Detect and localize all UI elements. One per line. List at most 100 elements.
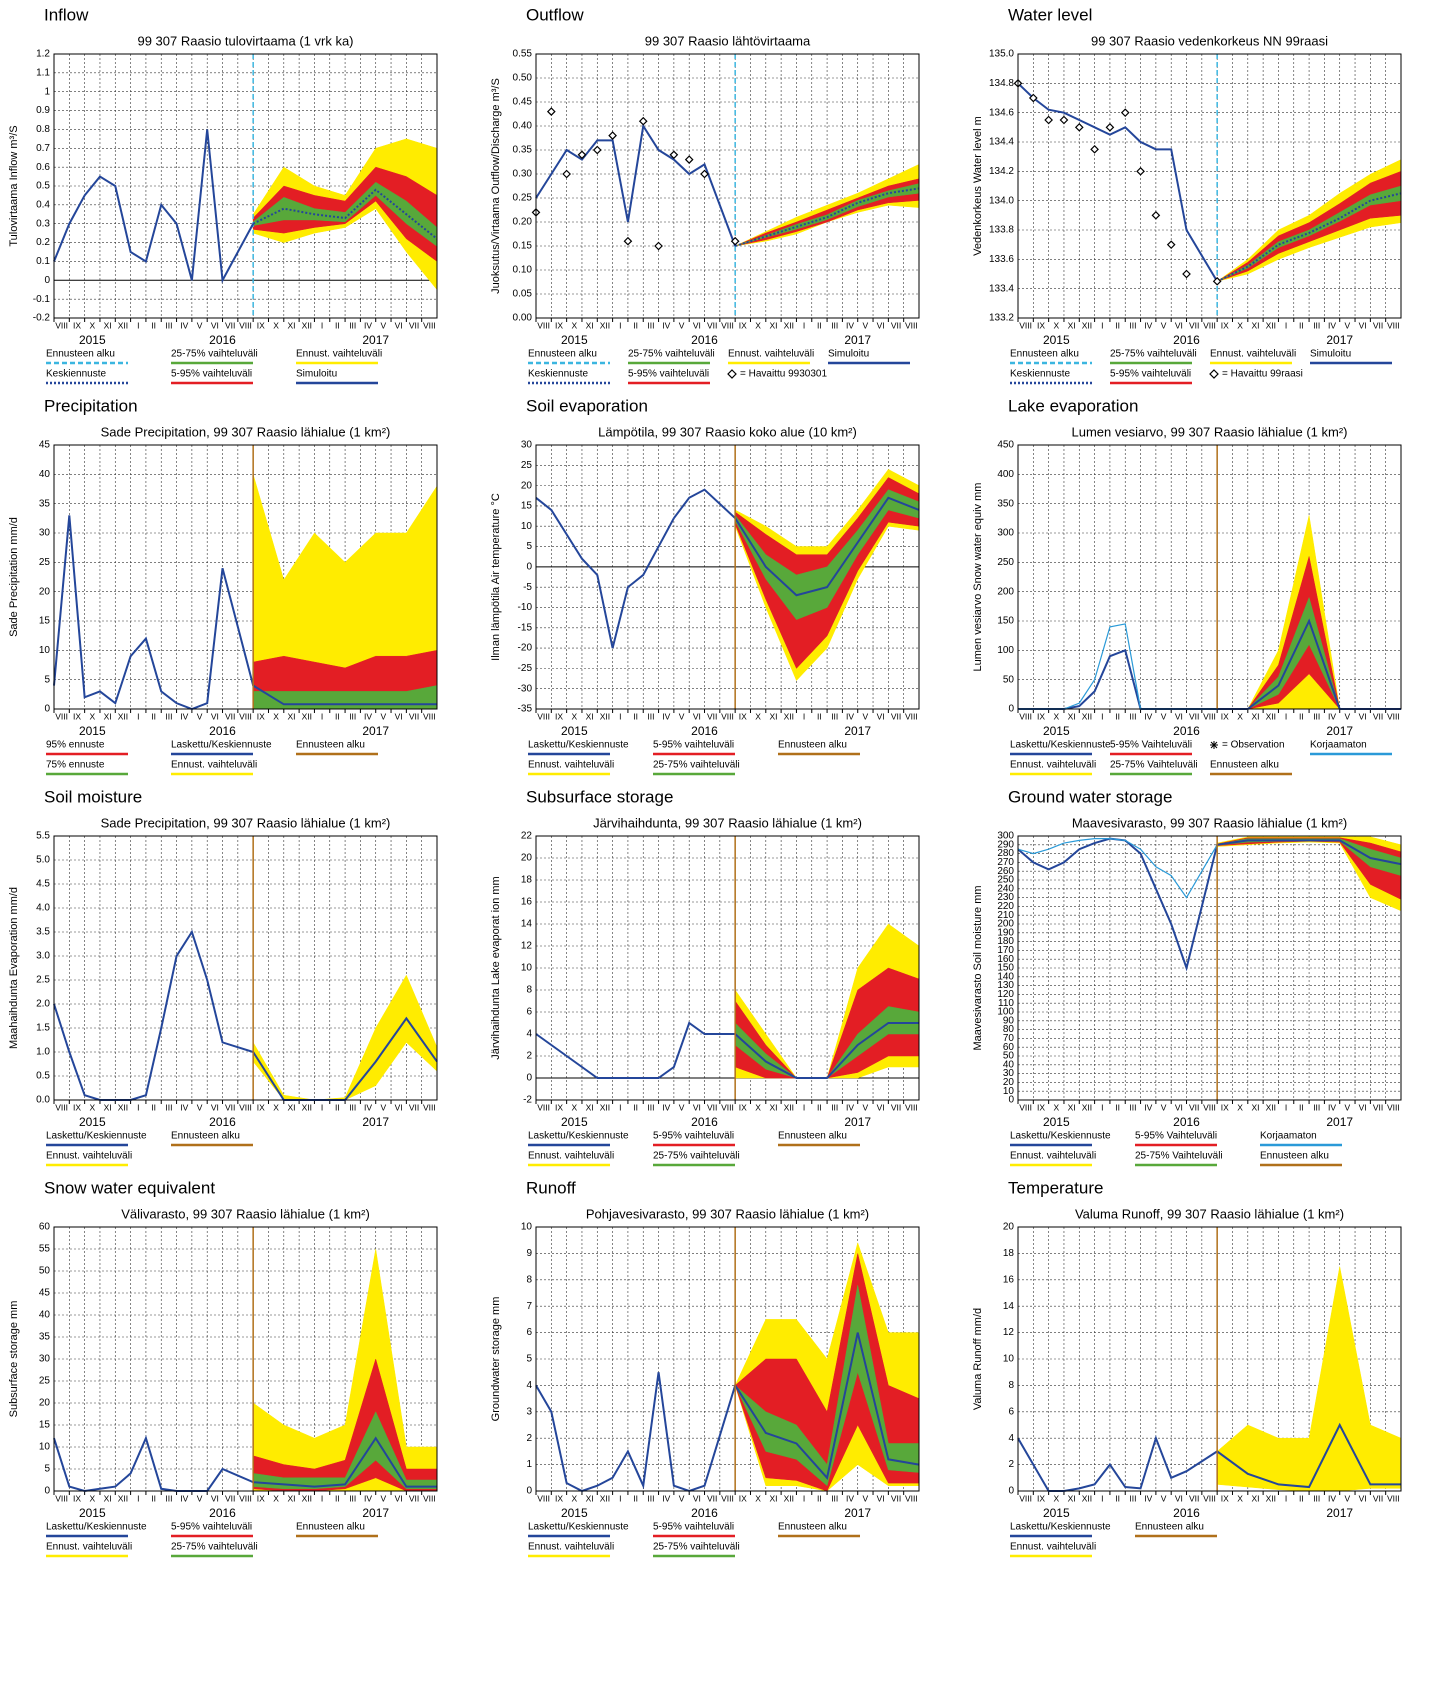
y-tick-label: 170 (997, 945, 1014, 956)
legend-label: Laskettu/Keskiennuste (46, 1131, 147, 1142)
x-tick-label: V (679, 711, 685, 721)
y-tick-label: 0.2 (36, 237, 50, 248)
legend-label: Korjaamaton (1310, 740, 1367, 751)
x-tick-label: XII (118, 320, 128, 330)
y-tick-label: -35 (518, 704, 533, 715)
year-label: 2016 (1173, 724, 1200, 738)
panel-heading: Soil evaporation (526, 396, 648, 415)
x-tick-label: VIII (423, 1493, 436, 1503)
x-tick-label: VIII (721, 1102, 734, 1112)
x-tick-label: I (137, 320, 139, 330)
legend-label: Ennusteen alku (171, 1131, 240, 1142)
year-label: 2017 (362, 333, 389, 347)
x-tick-label: VII (891, 711, 901, 721)
x-tick-label: IV (1328, 320, 1336, 330)
x-tick-label: VII (707, 711, 717, 721)
chart-title: Valuma Runoff, 99 307 Raasio lähialue (1… (1075, 1206, 1344, 1221)
legend-label: Ennusteen alku (46, 349, 115, 360)
x-tick-label: VIII (1387, 320, 1400, 330)
y-tick-label: 134.4 (989, 137, 1014, 148)
x-tick-label: VIII (1019, 320, 1032, 330)
y-tick-label: 40 (39, 469, 51, 480)
x-tick-label: IX (73, 1493, 81, 1503)
x-tick-label: X (1237, 711, 1243, 721)
x-tick-label: VI (1359, 320, 1367, 330)
legend-label: Simuloitu (828, 349, 869, 360)
y-tick-label: 80 (1003, 1024, 1015, 1035)
legend-label: Ennusteen alku (1210, 760, 1279, 771)
x-tick-label: XII (1082, 711, 1092, 721)
x-tick-label: III (349, 320, 356, 330)
legend-label: 5-95% vaihteluväli (1110, 369, 1191, 380)
x-tick-label: XI (1251, 1493, 1259, 1503)
x-tick-label: III (1313, 320, 1320, 330)
chart-title: Pohjavesivarasto, 99 307 Raasio lähialue… (586, 1206, 869, 1221)
x-tick-label: X (571, 1493, 577, 1503)
x-tick-label: XII (784, 1102, 794, 1112)
x-tick-label: IX (1221, 711, 1229, 721)
y-tick-label: 0 (44, 1486, 50, 1497)
x-tick-label: XI (104, 320, 112, 330)
y-tick-label: 15 (39, 1420, 51, 1431)
x-tick-label: VIII (55, 1102, 68, 1112)
y-tick-label: 6 (526, 1007, 532, 1018)
x-tick-label: XI (769, 1102, 777, 1112)
plot-frame (535, 1226, 920, 1492)
plot-frame (535, 53, 920, 319)
x-tick-label: XI (1068, 1493, 1076, 1503)
year-label: 2015 (561, 724, 588, 738)
y-tick-label: 0.6 (36, 162, 50, 173)
x-tick-label: V (863, 1493, 869, 1503)
y-tick-label: 110 (998, 998, 1014, 1009)
y-tick-label: 4 (526, 1029, 532, 1040)
x-tick-label: VII (1189, 1102, 1199, 1112)
plot-frame (53, 53, 438, 319)
y-tick-label: 0.10 (513, 265, 533, 276)
y-tick-label: 0.55 (513, 49, 533, 60)
x-tick-label: XI (104, 711, 112, 721)
legend-label: 25-75% vaihteluväli (653, 1542, 740, 1553)
y-tick-label: 133.2 (989, 313, 1014, 324)
y-tick-label: 300 (997, 528, 1014, 539)
observation-point (1120, 108, 1130, 118)
x-tick-label: I (1101, 320, 1103, 330)
observation-point (1074, 122, 1084, 132)
legend-label: Keskiennuste (528, 369, 588, 380)
x-tick-label: I (803, 711, 805, 721)
x-tick-label: XI (769, 320, 777, 330)
y-tick-label: 35 (39, 1332, 51, 1343)
observation-point (1028, 93, 1038, 103)
x-tick-label: XI (104, 1102, 112, 1112)
x-tick-label: I (1101, 1493, 1103, 1503)
x-tick-label: XII (600, 320, 610, 330)
x-tick-label: I (619, 1493, 621, 1503)
y-tick-label: 2.0 (36, 999, 50, 1010)
x-tick-label: XI (586, 711, 594, 721)
x-tick-label: XII (118, 1493, 128, 1503)
line (1017, 837, 1402, 972)
x-tick-label: X (273, 1493, 279, 1503)
year-label: 2015 (561, 1506, 588, 1520)
x-tick-label: X (755, 1493, 761, 1503)
x-tick-label: VI (211, 320, 219, 330)
y-tick-label: 3.5 (36, 927, 50, 938)
year-label: 2015 (561, 333, 588, 347)
x-tick-label: II (1115, 320, 1120, 330)
y-tick-label: 15 (39, 616, 51, 627)
x-tick-label: IV (662, 711, 670, 721)
x-tick-label: X (755, 711, 761, 721)
x-tick-label: IV (662, 1493, 670, 1503)
x-tick-label: VIII (239, 1102, 252, 1112)
y-tick-label: 0 (44, 704, 50, 715)
y-tick-label: 0.30 (513, 169, 533, 180)
panel-heading: Lake evaporation (1008, 396, 1138, 415)
x-tick-label: IV (180, 1493, 188, 1503)
x-tick-label: XII (784, 1493, 794, 1503)
x-tick-label: VII (409, 1493, 419, 1503)
x-tick-label: VIII (1203, 1493, 1216, 1503)
y-tick-label: 5.5 (36, 831, 50, 842)
x-tick-label: VII (409, 711, 419, 721)
y-tick-label: 0 (44, 275, 50, 286)
x-tick-label: VI (1175, 1102, 1183, 1112)
x-tick-label: V (1345, 1102, 1351, 1112)
